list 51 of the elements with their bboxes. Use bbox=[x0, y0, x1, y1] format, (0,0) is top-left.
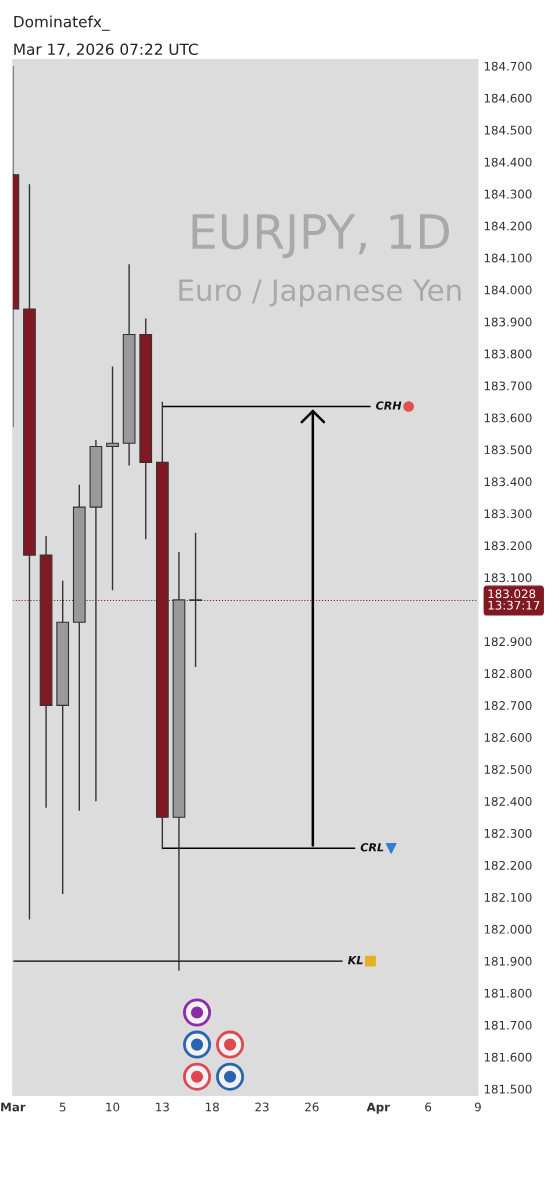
x-tick-label: 9 bbox=[474, 1102, 481, 1112]
y-tick-label: 182.200 bbox=[484, 860, 532, 870]
x-tick-label: 26 bbox=[305, 1102, 319, 1112]
y-tick-label: 182.300 bbox=[484, 828, 532, 838]
y-tick-label: 182.500 bbox=[484, 765, 532, 774]
y-tick-label: 184.100 bbox=[484, 253, 532, 263]
y-tick-label: 183.900 bbox=[484, 317, 532, 327]
y-tick-label: 183.400 bbox=[484, 477, 532, 487]
y-tick-label: 181.900 bbox=[484, 956, 532, 966]
y-tick-label: 183.500 bbox=[484, 445, 532, 455]
ref-line-label: KL bbox=[347, 956, 363, 965]
y-tick-label: 183.200 bbox=[484, 541, 532, 551]
y-tick-label: 183.700 bbox=[484, 381, 532, 391]
y-tick-label: 182.800 bbox=[484, 669, 532, 679]
y-tick-label: 184.200 bbox=[484, 221, 532, 231]
y-tick-label: 182.000 bbox=[484, 924, 532, 934]
y-tick-label: 184.500 bbox=[484, 125, 532, 135]
text: Dominatefx_ bbox=[14, 15, 110, 31]
y-tick-label: 182.100 bbox=[484, 892, 532, 902]
y-tick-label: 183.600 bbox=[484, 413, 532, 423]
y-tick-label: 184.000 bbox=[484, 285, 532, 295]
y-tick-label: 181.700 bbox=[484, 1020, 532, 1030]
x-tick-label: Apr bbox=[366, 1102, 390, 1114]
text: Mar 17, 2026 07:22 UTC bbox=[14, 43, 198, 57]
y-tick-label: 181.500 bbox=[484, 1084, 532, 1094]
ref-line-label: CRL bbox=[360, 843, 384, 852]
y-tick-label: 182.700 bbox=[484, 701, 532, 711]
y-tick-label: 182.400 bbox=[484, 796, 532, 806]
y-tick-label: 184.700 bbox=[484, 61, 532, 71]
ref-line-label: CRH bbox=[376, 401, 402, 410]
y-tick-label: 181.600 bbox=[484, 1052, 532, 1062]
y-tick-label: 182.900 bbox=[484, 637, 532, 647]
x-tick-label: 10 bbox=[106, 1102, 120, 1112]
candlestick bbox=[106, 365, 119, 591]
x-tick-label: Mar bbox=[1, 1102, 26, 1112]
y-tick-label: 183.100 bbox=[484, 573, 532, 583]
y-tick-label: 182.600 bbox=[484, 733, 532, 742]
x-tick-label: 5 bbox=[59, 1102, 66, 1112]
y-tick-label: 181.800 bbox=[484, 988, 532, 998]
y-tick-label: 184.600 bbox=[484, 93, 532, 103]
text: 13:37:17 bbox=[488, 600, 540, 610]
x-tick-label: 23 bbox=[255, 1102, 269, 1112]
x-tick-label: 13 bbox=[156, 1102, 169, 1112]
y-tick-label: 184.400 bbox=[484, 157, 532, 167]
x-tick-label: 6 bbox=[425, 1102, 432, 1112]
ref-line-label: 183.028 bbox=[488, 589, 536, 599]
y-tick-label: 184.300 bbox=[484, 189, 532, 199]
y-tick-label: 183.300 bbox=[484, 509, 532, 519]
x-tick-label: 18 bbox=[205, 1102, 219, 1112]
candlestick bbox=[189, 532, 202, 668]
y-tick-label: 183.800 bbox=[484, 349, 532, 359]
